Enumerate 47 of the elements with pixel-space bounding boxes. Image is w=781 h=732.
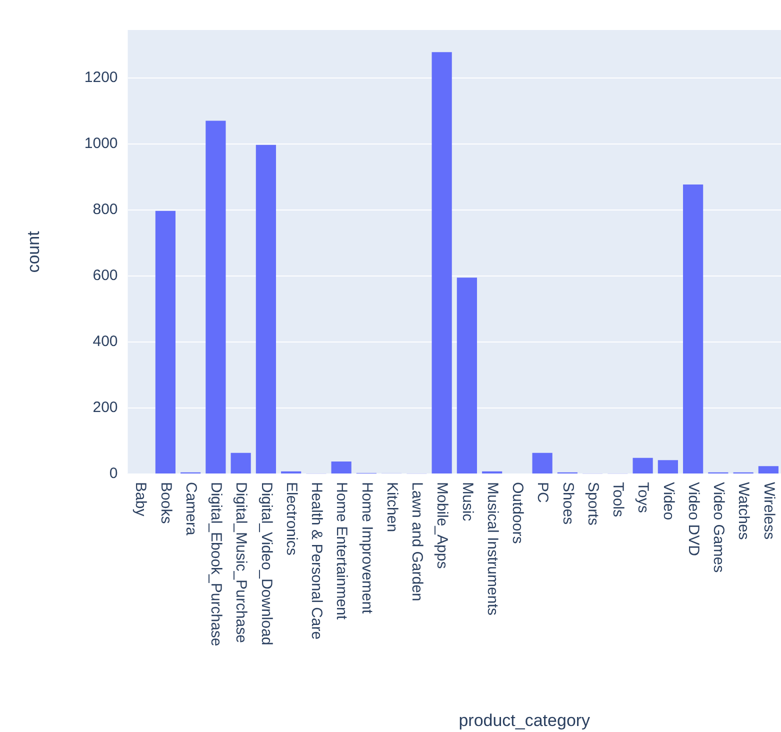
bar [432, 52, 452, 474]
x-tick-label: Digital_Ebook_Purchase [208, 482, 225, 646]
x-tick-label: PC [534, 482, 552, 504]
bar [683, 184, 704, 474]
y-tick-label: 800 [92, 201, 118, 218]
x-tick-label: Video [660, 482, 677, 520]
y-axis-title: count [24, 230, 43, 273]
y-tick-label: 0 [109, 465, 118, 482]
x-tick-label: Digital_Music_Purchase [232, 482, 250, 643]
x-tick-label: Digital_Video_Download [258, 482, 275, 646]
x-tick-label: Home Entertainment [333, 482, 350, 620]
bar [331, 461, 352, 474]
x-tick-label: Books [157, 482, 174, 524]
y-tick-label: 1000 [84, 135, 118, 152]
x-tick-label: Watches [735, 482, 752, 540]
x-tick-label: Musical Instruments [484, 482, 501, 616]
x-tick-label: Video Games [710, 482, 728, 573]
y-tick-label: 600 [92, 267, 118, 284]
x-tick-label: Kitchen [383, 482, 400, 532]
x-tick-label: Tools [610, 482, 627, 518]
x-tick-label: Baby [132, 482, 150, 517]
x-tick-label: Lawn and Garden [408, 482, 426, 602]
x-tick-label: Home Improvement [358, 482, 376, 615]
x-tick-label: Sports [584, 482, 602, 526]
x-tick-label: Toys [634, 482, 652, 513]
bar [632, 458, 653, 474]
y-tick-label: 200 [92, 399, 118, 416]
x-tick-label: Music [458, 482, 476, 522]
x-tick-label: Health & Personal Care [308, 482, 326, 640]
x-tick-label: Mobile_Apps [434, 482, 451, 569]
y-tick-label: 1200 [84, 69, 118, 86]
bar [758, 466, 778, 474]
x-tick-label: Shoes [559, 482, 576, 525]
bar [256, 144, 276, 474]
x-tick-label: Wireless [760, 482, 778, 540]
x-axis-title: product_category [458, 711, 591, 730]
y-tick-label: 400 [92, 333, 118, 350]
bar [206, 120, 226, 474]
bar [155, 210, 176, 474]
x-tick-label: Camera [182, 482, 200, 536]
bar [456, 278, 477, 474]
bar [230, 452, 251, 474]
x-tick-label: Video DVD [684, 482, 702, 556]
bar [658, 460, 678, 474]
x-tick-label: Outdoors [509, 482, 526, 544]
x-tick-label: Electronics [282, 482, 300, 556]
bar [532, 452, 552, 474]
